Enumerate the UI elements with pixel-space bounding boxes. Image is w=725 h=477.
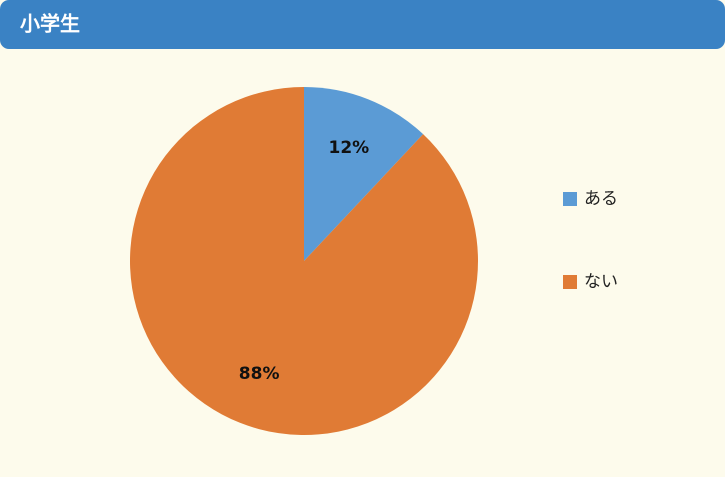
pie-slice <box>304 87 424 261</box>
pie-slice <box>130 87 479 436</box>
legend-swatch <box>563 275 577 289</box>
data-label: 12% <box>328 138 369 158</box>
chart-title: 小学生 <box>20 12 80 36</box>
legend-label: ある <box>584 189 618 209</box>
header-bar <box>0 0 725 49</box>
data-label: 88% <box>239 364 280 384</box>
legend-swatch <box>563 192 577 206</box>
legend-label: ない <box>584 272 618 292</box>
